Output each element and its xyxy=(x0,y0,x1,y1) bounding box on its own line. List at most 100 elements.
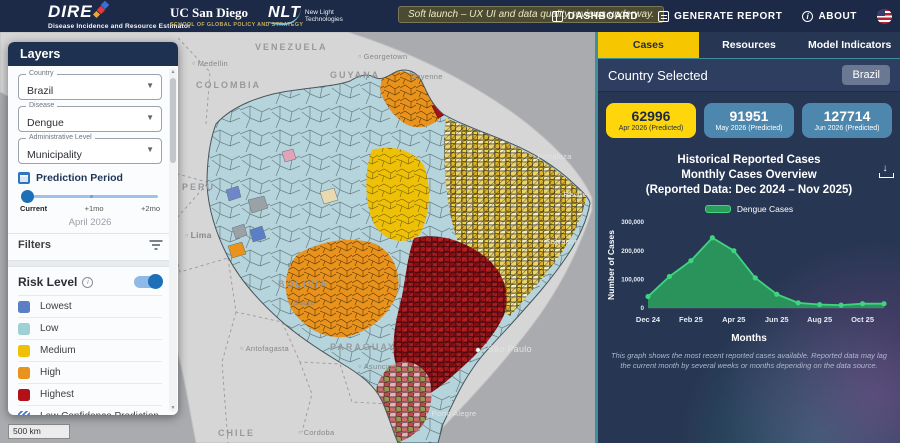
scroll-up-arrow[interactable]: ▲ xyxy=(170,69,176,75)
prediction-period-title: Prediction Period xyxy=(36,172,123,184)
stat-card-apr[interactable]: 62996 Apr 2026 (Predicted) xyxy=(606,103,696,138)
chart-title-line3: (Reported Data: Dec 2024 – Nov 2025) xyxy=(645,184,853,196)
cases-area-chart[interactable]: 0 100,000 200,000 300,000 Dec 24 Feb 25 Apr 25… xyxy=(606,216,894,328)
label-medellin: Medellin xyxy=(192,59,228,68)
layers-panel: Layers Country Brazil ▼ Disease Dengue ▼… xyxy=(8,42,178,415)
chevron-down-icon: ▼ xyxy=(146,113,154,122)
label-porto-alegre: Porto Alegre xyxy=(426,409,477,418)
prediction-period-value: April 2026 xyxy=(68,217,112,228)
svg-text:Number of Cases: Number of Cases xyxy=(606,230,616,300)
brazil-municipalities[interactable] xyxy=(200,62,595,443)
dengue-cases-swatch xyxy=(704,205,731,213)
label-cordoba: Cordoba xyxy=(298,428,335,437)
label-georgetown: Georgetown xyxy=(358,52,408,61)
scroll-down-arrow[interactable]: ▼ xyxy=(170,405,176,411)
label-asuncion: Asuncion xyxy=(358,362,397,371)
app-title: DIRE xyxy=(48,2,93,21)
risk-info-icon[interactable]: i xyxy=(82,276,94,288)
stat-card-may[interactable]: 91951 May 2026 (Predicted) xyxy=(704,103,794,138)
panel-tabs: Cases Resources Model Indicators xyxy=(598,32,900,58)
tab-cases[interactable]: Cases xyxy=(598,32,699,58)
chart-title-line2: Monthly Cases Overview xyxy=(681,169,817,181)
chart-legend: Dengue Cases xyxy=(598,204,900,214)
label-salvador: Salvador xyxy=(540,237,578,246)
label-sucre: Sucre xyxy=(288,298,315,307)
label-lima: Lima xyxy=(185,230,212,240)
language-flag-us[interactable] xyxy=(877,8,892,24)
svg-text:Jun 25: Jun 25 xyxy=(765,315,789,324)
sao-paulo-marker xyxy=(475,347,481,353)
chart-footnote: This graph shows the most recent reporte… xyxy=(611,351,887,370)
svg-text:Dec 24: Dec 24 xyxy=(636,315,661,324)
tab-resources[interactable]: Resources xyxy=(722,39,776,51)
country-select[interactable]: Country Brazil ▼ xyxy=(18,70,162,100)
report-icon xyxy=(658,10,670,22)
label-cayenne: Cayenne xyxy=(405,72,443,81)
app-tagline: Disease Incidence and Resource Estimator xyxy=(48,23,191,30)
slider-tick-labels: Current +1mo +2mo xyxy=(20,204,160,213)
legend-item-high: High xyxy=(18,361,162,383)
lowest-swatch xyxy=(18,300,30,313)
country-borders xyxy=(117,37,391,443)
nav-about[interactable]: i ABOUT xyxy=(802,10,857,22)
scrollbar-thumb[interactable] xyxy=(170,78,176,163)
svg-text:Apr 25: Apr 25 xyxy=(722,315,745,324)
svg-text:100,000: 100,000 xyxy=(621,277,644,284)
country-selected-button[interactable]: Brazil xyxy=(842,65,890,85)
dashboard-icon xyxy=(551,10,563,22)
label-colombia: COLOMBIA xyxy=(196,80,261,90)
risk-level-toggle[interactable] xyxy=(134,274,163,289)
highest-swatch xyxy=(18,388,30,401)
download-icon[interactable] xyxy=(879,163,894,178)
label-sao-paulo: São Paulo xyxy=(482,344,532,354)
stat-cards: 62996 Apr 2026 (Predicted) 91951 May 202… xyxy=(598,92,900,148)
label-recife: Recife xyxy=(558,190,587,199)
map-scale-bar: 500 km xyxy=(8,424,70,439)
stat-card-jun[interactable]: 127714 Jun 2026 (Predicted) xyxy=(802,103,892,138)
nav-generate-report[interactable]: GENERATE REPORT xyxy=(658,10,782,22)
label-peru: PERU xyxy=(182,182,216,192)
label-bolivia: BOLIVIA xyxy=(278,279,329,289)
low-confidence-swatch xyxy=(18,410,30,415)
cases-panel: Cases Resources Model Indicators Country… xyxy=(595,32,900,443)
chart-header: Historical Reported Cases Monthly Cases … xyxy=(598,148,900,198)
label-fortaleza: Fortaleza xyxy=(532,152,572,161)
filters-toggle[interactable]: Filters xyxy=(18,234,162,256)
chevron-down-icon: ▼ xyxy=(146,81,154,90)
risk-level-label: Risk Level xyxy=(18,275,78,289)
svg-text:300,000: 300,000 xyxy=(621,219,644,226)
svg-text:Feb 25: Feb 25 xyxy=(679,315,703,324)
label-paraguay: PARAGUAY xyxy=(330,342,397,352)
chevron-down-icon: ▼ xyxy=(146,145,154,154)
legend-item-low-confidence: Low Confidence Prediction xyxy=(18,405,162,415)
country-selected-row: Country Selected Brazil xyxy=(598,58,900,92)
low-swatch xyxy=(18,322,30,335)
filter-icon xyxy=(149,240,162,250)
nav-dashboard[interactable]: DASHBOARD xyxy=(551,10,638,22)
legend-item-highest: Highest xyxy=(18,383,162,405)
prediction-period-slider[interactable] xyxy=(21,189,158,203)
label-venezuela: VENEZUELA xyxy=(255,42,328,52)
label-chile: CHILE xyxy=(218,428,255,438)
tab-model-indicators[interactable]: Model Indicators xyxy=(807,39,892,51)
rocket-icon xyxy=(92,0,111,19)
sidebar-scrollbar[interactable]: ▲ ▼ xyxy=(169,68,177,412)
disease-select[interactable]: Disease Dengue ▼ xyxy=(18,102,162,132)
dire-logo[interactable]: DIRE Disease Incidence and Resource Esti… xyxy=(48,0,191,30)
layers-panel-title: Layers xyxy=(8,42,178,66)
chart-title-line1: Historical Reported Cases xyxy=(677,154,821,166)
ucsd-logo: UC San Diego SCHOOL OF GLOBAL POLICY AND… xyxy=(170,5,304,28)
slider-handle[interactable] xyxy=(21,190,34,203)
label-antofagasta: Antofagasta xyxy=(240,344,289,353)
medium-swatch xyxy=(18,344,30,357)
admin-level-select[interactable]: Administrative Level Municipality ▼ xyxy=(18,134,162,164)
top-header: DIRE Disease Incidence and Resource Esti… xyxy=(0,0,900,32)
legend-item-medium: Medium xyxy=(18,339,162,361)
label-guyana: GUYANA xyxy=(330,70,381,80)
svg-text:Aug 25: Aug 25 xyxy=(807,315,832,324)
legend-item-lowest: Lowest xyxy=(18,295,162,317)
info-icon: i xyxy=(802,10,814,22)
dengue-cases-label: Dengue Cases xyxy=(736,204,794,214)
country-selected-label: Country Selected xyxy=(608,67,708,83)
